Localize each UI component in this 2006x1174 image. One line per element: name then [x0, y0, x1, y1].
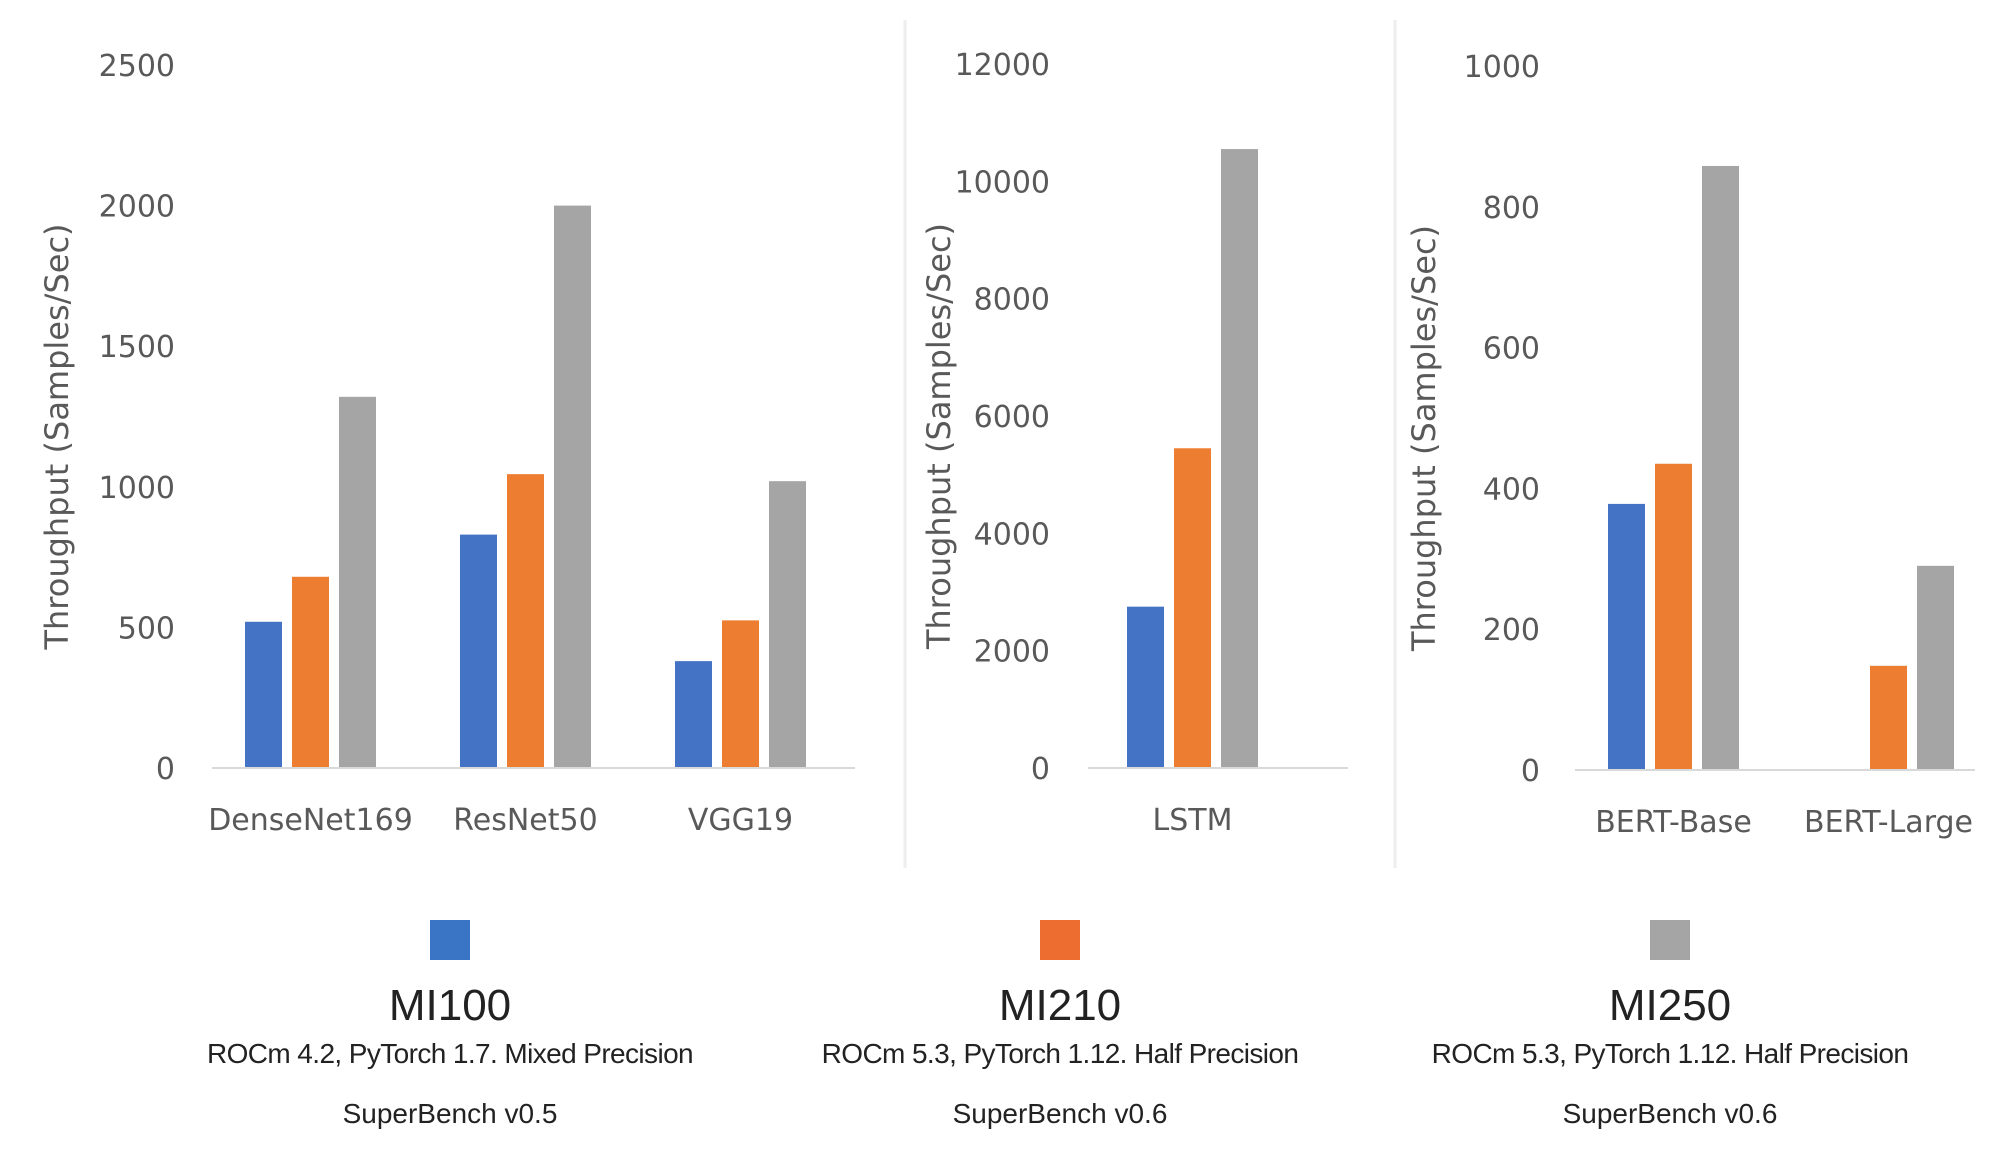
bar-mi250-lstm — [1221, 149, 1258, 769]
y-tick-label: 0 — [156, 752, 175, 787]
bar-mi250-bert-base — [1702, 165, 1739, 770]
y-tick-label: 12000 — [955, 48, 1050, 83]
y-tick-label: 2000 — [974, 635, 1050, 670]
x-category-label: BERT-Large — [1804, 805, 1973, 840]
y-tick-label: 600 — [1483, 332, 1540, 367]
bar-mi250-densenet169 — [339, 396, 376, 768]
x-category-label: BERT-Base — [1595, 805, 1752, 840]
legend-config: ROCm 5.3, PyTorch 1.12. Half Precision — [1431, 1038, 1909, 1069]
chart-panel-2: 0 2000 4000 6000 8000 10000 12000 Throughput (S… — [920, 20, 1397, 868]
x-category-label: DenseNet169 — [208, 803, 413, 838]
legend-config: ROCm 5.3, PyTorch 1.12. Half Precision — [821, 1038, 1299, 1069]
y-tick-label: 10000 — [955, 165, 1050, 200]
bar-mi210-bert-base — [1655, 463, 1692, 770]
legend-swatch-mi100 — [430, 920, 470, 960]
y-axis-label: Throughput (Samples/Sec) — [38, 223, 76, 650]
y-tick-label: 0 — [1031, 752, 1050, 787]
bar-mi100-densenet169 — [245, 621, 282, 768]
y-tick-label: 800 — [1483, 191, 1540, 226]
y-tick-label: 200 — [1483, 613, 1540, 648]
x-category-label: VGG19 — [688, 803, 793, 838]
y-tick-label: 8000 — [974, 283, 1050, 318]
x-category-label: LSTM — [1153, 803, 1233, 838]
y-tick-label: 400 — [1483, 472, 1540, 507]
y-tick-label: 2000 — [99, 190, 175, 225]
bar-mi100-resnet50 — [460, 534, 497, 768]
bar-mi210-lstm — [1174, 448, 1211, 768]
legend-gpu-name: MI250 — [1608, 981, 1732, 1030]
bar-mi100-lstm — [1127, 606, 1164, 768]
y-tick-label: 1000 — [99, 471, 175, 506]
legend-gpu-name: MI100 — [388, 981, 512, 1030]
y-tick-label: 6000 — [974, 400, 1050, 435]
y-tick-label: 4000 — [974, 517, 1050, 552]
legend-entry-mi250: MI250 ROCm 5.3, PyTorch 1.12. Half Preci… — [1350, 920, 1990, 1130]
bar-mi100-vgg19 — [675, 661, 712, 768]
bar-mi250-vgg19 — [769, 481, 806, 768]
bar-mi210-bert-large — [1870, 665, 1907, 770]
legend-gpu-name: MI210 — [998, 981, 1122, 1030]
y-axis-label: Throughput (Samples/Sec) — [1405, 225, 1443, 652]
bar-mi100-bert-base — [1608, 503, 1645, 770]
legend-config: ROCm 4.2, PyTorch 1.7. Mixed Precision — [206, 1038, 694, 1069]
y-axis-label: Throughput (Samples/Sec) — [920, 223, 958, 650]
chart-panel-3: 0 200 400 600 800 1000 Throughput (Samples/Sec… — [1405, 50, 1975, 840]
y-tick-label: 2500 — [99, 49, 175, 84]
legend-version: SuperBench v0.6 — [952, 1098, 1168, 1129]
y-tick-label: 1500 — [99, 330, 175, 365]
legend-entry-mi210: MI210 ROCm 5.3, PyTorch 1.12. Half Preci… — [740, 920, 1380, 1130]
bar-mi210-densenet169 — [292, 576, 329, 768]
bar-mi250-bert-large — [1917, 565, 1954, 770]
bar-mi210-resnet50 — [507, 474, 544, 768]
legend-swatch-mi250 — [1650, 920, 1690, 960]
chart-panel-1: 0 500 1000 1500 2000 2500 Throughput (Samples/… — [38, 20, 907, 868]
y-tick-label: 500 — [118, 611, 175, 646]
legend-entry-mi100: MI100 ROCm 4.2, PyTorch 1.7. Mixed Preci… — [130, 920, 770, 1130]
legend-version: SuperBench v0.5 — [342, 1098, 558, 1129]
y-tick-label: 1000 — [1464, 50, 1540, 85]
x-category-label: ResNet50 — [453, 803, 597, 838]
legend-version: SuperBench v0.6 — [1562, 1098, 1778, 1129]
bar-mi250-resnet50 — [554, 205, 591, 769]
y-tick-label: 0 — [1521, 754, 1540, 789]
bar-mi210-vgg19 — [722, 620, 759, 768]
legend-swatch-mi210 — [1040, 920, 1080, 960]
